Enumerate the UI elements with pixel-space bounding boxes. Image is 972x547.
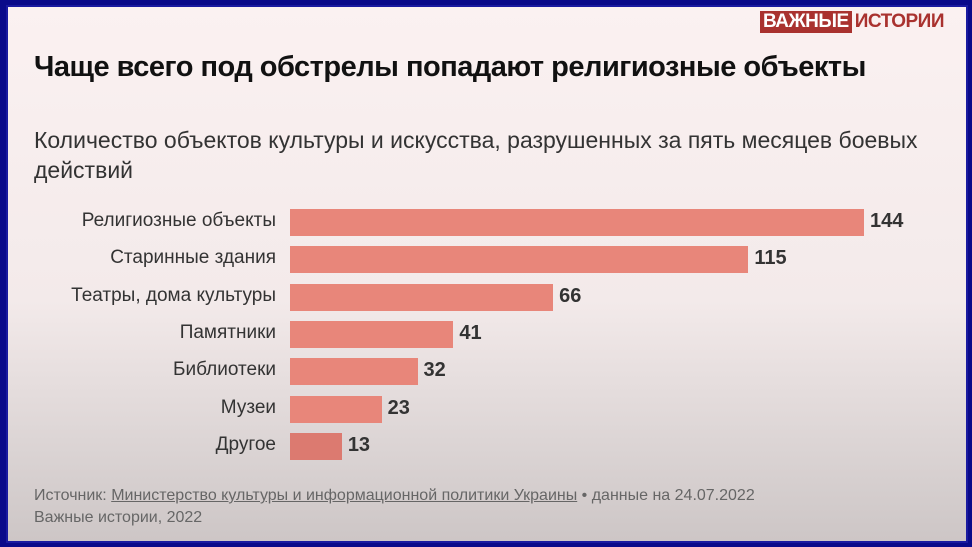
logo-part2: ИСТОРИИ <box>854 11 945 32</box>
data-label: 13 <box>347 433 371 456</box>
source-prefix: Источник: <box>34 487 112 504</box>
source-date: • данные на 24.07.2022 <box>577 487 755 504</box>
data-label: 41 <box>459 321 482 344</box>
data-label: 144 <box>870 210 904 232</box>
bar <box>290 395 382 423</box>
category-label: Старинные здания <box>110 247 276 269</box>
category-label: Театры, дома культуры <box>71 284 276 306</box>
logo-part1: ВАЖНЫЕ <box>760 11 852 33</box>
bar <box>290 432 342 460</box>
chart-frame: ВАЖНЫЕ ИСТОРИИ Чаще всего под обстрелы п… <box>6 5 968 543</box>
chart-subtitle: Количество объектов культуры и искусства… <box>34 127 918 183</box>
data-label: 23 <box>387 396 410 419</box>
logo: ВАЖНЫЕ ИСТОРИИ <box>760 11 945 33</box>
source-link[interactable]: Министерство культуры и информационной п… <box>111 487 578 504</box>
category-label: Памятники <box>179 321 276 343</box>
category-label: Библиотеки <box>173 359 276 381</box>
bar <box>290 283 554 311</box>
chart-title: Чаще всего под обстрелы попадают религио… <box>34 51 866 83</box>
bar <box>290 358 418 386</box>
bar <box>290 246 749 274</box>
category-label: Другое <box>215 433 276 455</box>
bar-chart: Религиозные объекты 144 Старинные здания 11… <box>8 7 966 541</box>
category-label: Музеи <box>220 396 276 418</box>
data-label: 66 <box>559 284 582 307</box>
source-credit: Важные истории, 2022 <box>34 509 203 526</box>
bar <box>290 320 454 348</box>
data-label: 32 <box>423 359 446 382</box>
category-label: Религиозные объекты <box>81 210 276 231</box>
data-label: 115 <box>754 247 787 270</box>
bar <box>290 209 864 236</box>
source-note: Источник: Министерство культуры и информ… <box>34 485 755 529</box>
